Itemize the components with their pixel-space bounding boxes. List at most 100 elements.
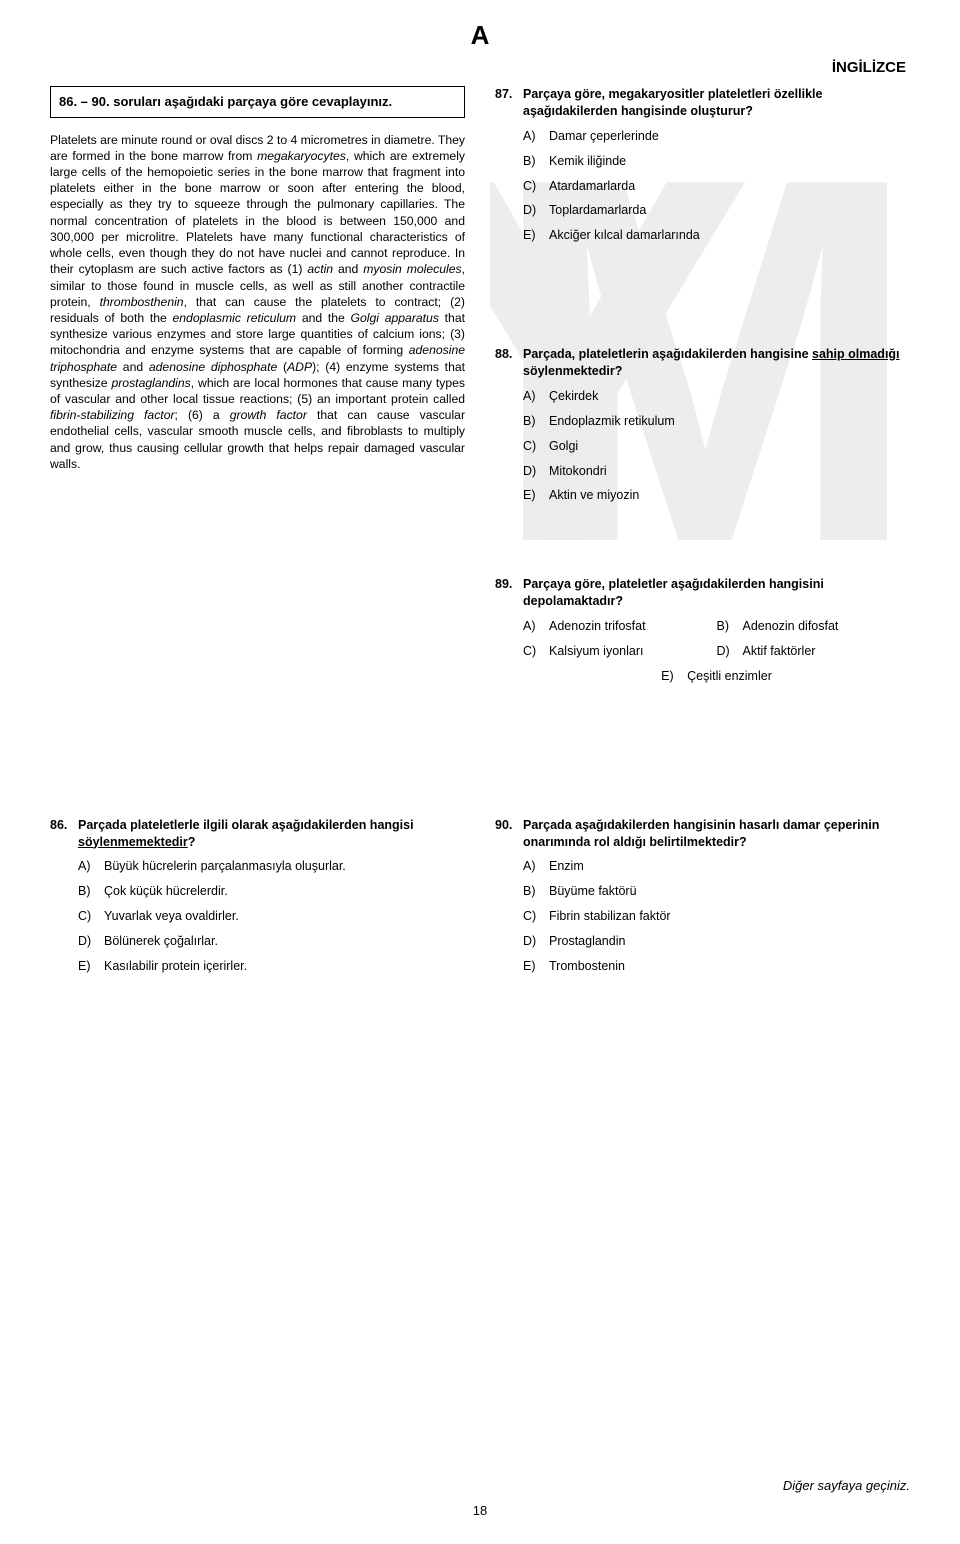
opt-label: E)	[523, 227, 549, 244]
passage-text: (	[277, 360, 287, 374]
q-text-underline: söylenmemektedir	[78, 835, 188, 849]
question-90: 90. Parçada aşağıdakilerden hangisinin h…	[495, 817, 910, 975]
opt-label: D)	[717, 643, 743, 660]
opt-label: B)	[523, 883, 549, 900]
page-footer: Diğer sayfaya geçiniz. 18	[50, 1478, 910, 1518]
opt-label: D)	[78, 933, 104, 950]
opt-label: B)	[523, 413, 549, 430]
term-fibrin: fibrin-stabilizing factor	[50, 408, 175, 422]
opt-text: Atardamarlarda	[549, 178, 910, 195]
opt-label: E)	[661, 668, 687, 685]
option-e: E)Kasılabilir protein içerirler.	[78, 958, 465, 975]
page-number: 18	[50, 1503, 910, 1518]
opt-text: Büyük hücrelerin parçalanmasıyla oluşurl…	[104, 858, 465, 875]
passage-text: and	[333, 262, 363, 276]
opt-text: Kemik iliğinde	[549, 153, 910, 170]
option-b: B)Kemik iliğinde	[523, 153, 910, 170]
opt-text: Prostaglandin	[549, 933, 910, 950]
question-87: 87. Parçaya göre, megakaryositler platel…	[495, 86, 910, 244]
opt-text: Aktin ve miyozin	[549, 487, 910, 504]
opt-text: Çekirdek	[549, 388, 910, 405]
opt-label: A)	[523, 858, 549, 875]
opt-label: A)	[523, 388, 549, 405]
q-number: 89.	[495, 576, 523, 610]
opt-label: D)	[523, 202, 549, 219]
opt-text: Toplardamarlarda	[549, 202, 910, 219]
opt-label: C)	[78, 908, 104, 925]
opt-label: E)	[523, 958, 549, 975]
opt-text: Enzim	[549, 858, 910, 875]
opt-label: B)	[717, 618, 743, 635]
opt-text: Çok küçük hücrelerdir.	[104, 883, 465, 900]
option-e: E)Akciğer kılcal damarlarında	[523, 227, 910, 244]
term-adp: ADP	[287, 360, 312, 374]
option-e: E)Aktin ve miyozin	[523, 487, 910, 504]
opt-text: Kalsiyum iyonları	[549, 643, 717, 660]
opt-label: C)	[523, 438, 549, 455]
option-b: B)Büyüme faktörü	[523, 883, 910, 900]
opt-label: D)	[523, 933, 549, 950]
term-megakaryocytes: megakaryocytes	[257, 149, 346, 163]
passage-text: , which are extremely large cells of the…	[50, 149, 465, 277]
opt-text: Endoplazmik retikulum	[549, 413, 910, 430]
passage-text: ; (6) a	[175, 408, 230, 422]
q-text-pre: Parçada, plateletlerin aşağıdakilerden h…	[523, 347, 812, 361]
option-a: A)Enzim	[523, 858, 910, 875]
opt-text: Adenozin trifosfat	[549, 618, 717, 635]
question-88: 88. Parçada, plateletlerin aşağıdakilerd…	[495, 346, 910, 504]
option-b: B)Çok küçük hücrelerdir.	[78, 883, 465, 900]
opt-text: Damar çeperlerinde	[549, 128, 910, 145]
bottom-right-column: 90. Parçada aşağıdakilerden hangisinin h…	[495, 817, 910, 1007]
option-a: A)Damar çeperlerinde	[523, 128, 910, 145]
option-e: E)Çeşitli enzimler	[523, 668, 910, 685]
question-86: 86. Parçada plateletlerle ilgili olarak …	[50, 817, 465, 975]
q-text-pre: Parçada plateletlerle ilgili olarak aşağ…	[78, 818, 414, 832]
option-b: B)Endoplazmik retikulum	[523, 413, 910, 430]
option-d: D)Toplardamarlarda	[523, 202, 910, 219]
opt-label: A)	[523, 128, 549, 145]
q-text: Parçaya göre, megakaryositler plateletle…	[523, 86, 910, 120]
option-d: D)Prostaglandin	[523, 933, 910, 950]
option-e: E)Trombostenin	[523, 958, 910, 975]
q-text-underline: sahip olmadığı	[812, 347, 900, 361]
opt-text: Golgi	[549, 438, 910, 455]
option-c: C)Kalsiyum iyonları	[523, 643, 717, 660]
q-text: Parçada plateletlerle ilgili olarak aşağ…	[78, 817, 465, 851]
opt-label: C)	[523, 178, 549, 195]
passage-text: and the	[296, 311, 350, 325]
opt-text: Kasılabilir protein içerirler.	[104, 958, 465, 975]
opt-text: Çeşitli enzimler	[687, 668, 772, 685]
exam-page: A İNGİLİZCE M Y 86. – 90. soruları aşağı…	[0, 0, 960, 1544]
opt-text: Adenozin difosfat	[743, 618, 911, 635]
opt-text: Büyüme faktörü	[549, 883, 910, 900]
opt-label: E)	[78, 958, 104, 975]
opt-text: Fibrin stabilizan faktör	[549, 908, 910, 925]
q-text: Parçaya göre, plateletler aşağıdakilerde…	[523, 576, 910, 610]
opt-label: A)	[78, 858, 104, 875]
bottom-left-column: 86. Parçada plateletlerle ilgili olarak …	[50, 817, 465, 1007]
option-d: D)Mitokondri	[523, 463, 910, 480]
opt-label: C)	[523, 643, 549, 660]
q-number: 90.	[495, 817, 523, 851]
q-number: 87.	[495, 86, 523, 120]
reading-passage: Platelets are minute round or oval discs…	[50, 132, 465, 473]
q-number: 88.	[495, 346, 523, 380]
opt-label: B)	[78, 883, 104, 900]
option-c: C)Atardamarlarda	[523, 178, 910, 195]
term-prostaglandins: prostaglandins	[111, 376, 190, 390]
option-a: A)Büyük hücrelerin parçalanmasıyla oluşu…	[78, 858, 465, 875]
passage-text: and	[117, 360, 149, 374]
option-a: A)Adenozin trifosfat	[523, 618, 717, 635]
option-a: A)Çekirdek	[523, 388, 910, 405]
right-column: 87. Parçaya göre, megakaryositler platel…	[495, 86, 910, 717]
q-text-post: söylenmektedir?	[523, 364, 622, 378]
term-actin: actin	[307, 262, 333, 276]
term-endoplasmic-reticulum: endoplasmic reticulum	[173, 311, 297, 325]
term-thrombosthenin: thrombosthenin	[100, 295, 184, 309]
q-text: Parçada aşağıdakilerden hangisinin hasar…	[523, 817, 910, 851]
option-c: C)Golgi	[523, 438, 910, 455]
opt-text: Trombostenin	[549, 958, 910, 975]
term-golgi: Golgi apparatus	[351, 311, 439, 325]
q-text: Parçada, plateletlerin aşağıdakilerden h…	[523, 346, 910, 380]
opt-label: A)	[523, 618, 549, 635]
